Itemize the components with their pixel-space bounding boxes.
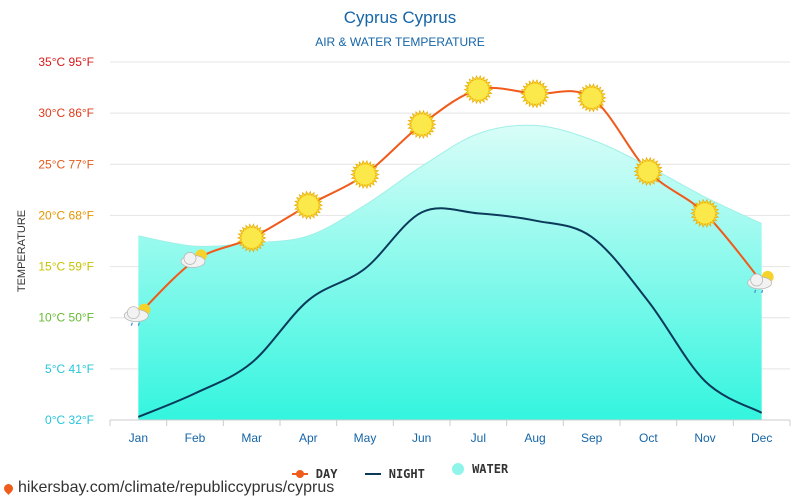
x-tick-label: Mar — [241, 431, 262, 445]
chart-title: Cyprus Cyprus — [343, 8, 457, 27]
sun-icon — [350, 159, 380, 190]
sun-icon — [293, 190, 324, 220]
sun-core — [525, 83, 545, 104]
sun-core — [695, 203, 715, 224]
legend-water-label: WATER — [472, 462, 509, 476]
sun-icon — [520, 79, 550, 109]
sun-icon — [576, 83, 607, 113]
rain-drop — [130, 322, 133, 326]
cloud-sun-icon — [180, 249, 207, 268]
x-tick-label: Aug — [524, 431, 545, 445]
sun-core — [241, 227, 262, 248]
sun-icon — [633, 156, 664, 187]
x-tick-label: Feb — [185, 431, 206, 445]
rain-cloud-icon — [123, 303, 151, 326]
legend-day-label: DAY — [315, 467, 338, 481]
legend-night-swatch — [364, 473, 381, 475]
sun-core — [581, 87, 602, 108]
y-tick-label: 5°C 41°F — [45, 362, 94, 376]
sun-core — [411, 114, 432, 135]
x-tick-label: May — [354, 431, 377, 445]
chart-subtitle: AIR & WATER TEMPERATURE — [315, 35, 485, 49]
x-tick-label: Apr — [299, 431, 318, 445]
y-tick-label: 35°C 95°F — [38, 55, 94, 69]
legend-night[interactable]: NIGHT — [364, 467, 425, 481]
sun-core — [638, 161, 659, 182]
y-tick-label: 15°C 59°F — [38, 260, 94, 274]
y-tick-label: 30°C 86°F — [38, 106, 94, 120]
x-tick-label: Jan — [129, 431, 148, 445]
y-tick-label: 20°C 68°F — [38, 208, 94, 222]
sun-icon — [690, 198, 720, 229]
night-line — [137, 207, 763, 418]
cloud-puff — [183, 252, 197, 265]
temperature-chart: 0°C 32°F 5°C 41°F 10°C 50°F 15°C 59°F 20°C 6… — [16, 55, 791, 445]
legend-day-swatch — [291, 470, 308, 478]
y-tick-label: 0°C 32°F — [45, 413, 94, 427]
location-pin-icon — [2, 481, 15, 495]
sun-icon — [236, 223, 267, 253]
source-link[interactable]: hikersbay.com/climate/republiccyprus/cyp… — [2, 479, 335, 497]
legend-water-swatch — [452, 463, 465, 475]
x-tick-label: Jun — [412, 431, 431, 445]
sun-core — [298, 195, 319, 216]
y-tick-label: 10°C 50°F — [38, 311, 94, 325]
sun-icon — [406, 109, 437, 140]
rain-cloud-icon — [747, 270, 774, 294]
rain-drop — [754, 289, 757, 294]
water-area — [138, 125, 762, 421]
x-tick-label: Sep — [581, 431, 603, 445]
x-tick-label: Dec — [751, 431, 772, 445]
source-text: hikersbay.com/climate/republiccyprus/cyp… — [18, 479, 335, 496]
sun-icon — [463, 74, 494, 105]
x-tick-label: Jul — [471, 431, 486, 445]
x-tick-label: Oct — [639, 431, 658, 445]
rain-drop — [761, 289, 764, 294]
cloud-puff — [126, 306, 140, 320]
x-tick-label: Nov — [694, 431, 715, 445]
legend-water[interactable]: WATER — [452, 462, 508, 476]
sun-core — [468, 79, 489, 100]
rain-drop — [137, 322, 140, 326]
sun-core — [355, 164, 375, 185]
legend-night-label: NIGHT — [388, 467, 425, 481]
y-axis-label: TEMPERATURE — [16, 210, 28, 292]
cloud-puff — [750, 273, 764, 287]
chart-legend: DAY NIGHT WATER — [0, 462, 800, 481]
legend-day[interactable]: DAY — [291, 467, 338, 481]
y-tick-label: 25°C 77°F — [38, 157, 94, 171]
